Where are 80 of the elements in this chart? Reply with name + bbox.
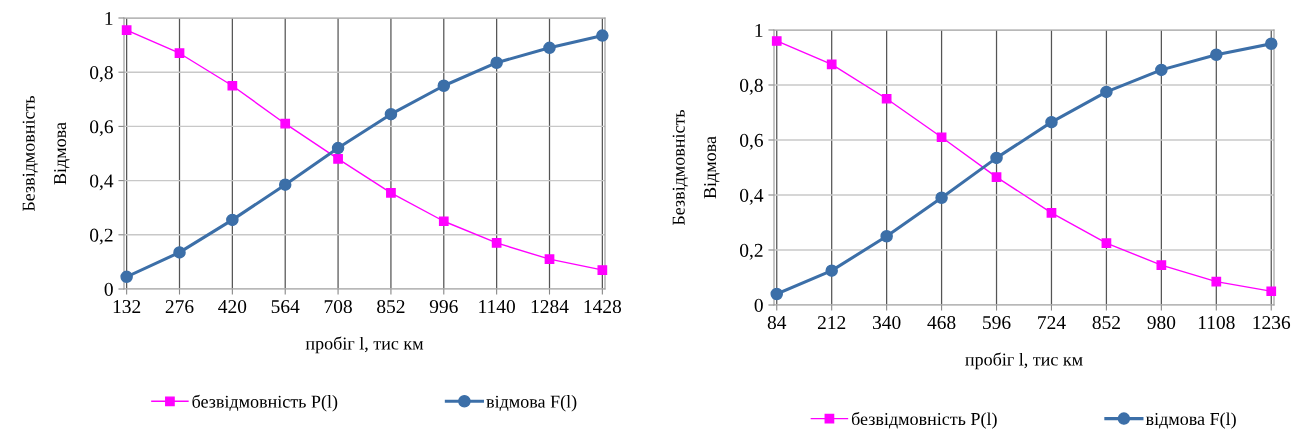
point (1211, 276, 1222, 287)
x-tick-label: 596 (983, 316, 1011, 330)
point (596, 29, 609, 42)
x-tick-label: 980 (1147, 315, 1176, 330)
y-tick-label: 0 (104, 282, 113, 296)
y-tick-label: 0,8 (740, 78, 763, 95)
point (1155, 63, 1168, 77)
point (991, 172, 1002, 182)
legend-label: відмова F(l) (486, 395, 577, 412)
y-tick-label: 0,6 (740, 133, 763, 150)
x-axis-title: пробіг l, тис км (305, 336, 424, 354)
x-tick-label: 996 (429, 300, 458, 314)
point (333, 154, 343, 164)
point (1101, 238, 1112, 248)
point (544, 254, 555, 265)
x-tick-label: 724 (1038, 316, 1066, 329)
y-axis-title: Безвідмовність Відмова (672, 109, 720, 226)
x-tick-label: 852 (1092, 315, 1120, 330)
point (990, 151, 1003, 165)
point (386, 187, 396, 198)
point (438, 216, 449, 227)
point (490, 56, 503, 69)
legend-label: відмова F(l) (1145, 412, 1236, 429)
point (825, 264, 838, 277)
y-tick-label: 1 (105, 11, 113, 25)
x-tick-label: 212 (817, 316, 846, 329)
y-tick-label: 0,2 (740, 243, 763, 260)
point (936, 132, 947, 143)
x-tick-label: 708 (324, 299, 352, 314)
x-tick-label: 340 (872, 315, 901, 330)
point (331, 141, 345, 155)
point (1100, 85, 1113, 99)
point (1045, 115, 1058, 129)
point (226, 213, 239, 227)
x-tick-label: 276 (165, 300, 194, 314)
x-tick-label: 1108 (1198, 315, 1235, 330)
point (1046, 208, 1057, 218)
x-tick-label: 1428 (584, 299, 622, 314)
point (227, 80, 238, 91)
point (826, 59, 837, 70)
x-tick-label: 1236 (1253, 316, 1291, 330)
point (770, 287, 783, 301)
x-tick-label: 84 (767, 315, 787, 330)
point (771, 36, 782, 46)
point (278, 178, 292, 191)
point (881, 93, 892, 104)
y-tick-label: 0,2 (90, 228, 113, 245)
y-tick-label: 0,4 (90, 174, 114, 191)
point (880, 229, 893, 243)
point (280, 118, 291, 129)
point (1156, 260, 1167, 270)
point (121, 25, 132, 36)
x-tick-label: 852 (377, 299, 405, 314)
point (543, 41, 556, 55)
point (174, 48, 185, 59)
x-tick-label: 1284 (531, 299, 569, 314)
x-tick-label: 564 (271, 300, 300, 314)
legend-label: безвідмовність P(l) (851, 412, 997, 429)
y-tick-label: 0 (754, 298, 763, 312)
point (1210, 48, 1223, 62)
y-tick-label: 0,4 (740, 188, 764, 205)
point (935, 191, 948, 205)
x-tick-label: 420 (218, 299, 247, 314)
y-tick-label: 0,6 (90, 120, 113, 137)
x-tick-label: 1140 (479, 299, 515, 314)
point (1266, 286, 1277, 297)
point (384, 107, 398, 121)
x-axis-title: пробіг l, тис км (965, 352, 1083, 370)
point (491, 238, 502, 248)
x-tick-label: 132 (113, 300, 141, 314)
x-tick-label: 468 (927, 315, 956, 330)
y-axis-title: Безвідмовність Відмова (22, 95, 70, 212)
legend-label: безвідмовність P(l) (192, 394, 338, 412)
point (597, 265, 608, 275)
point (437, 79, 451, 93)
y-tick-label: 1 (755, 23, 763, 37)
point (120, 270, 133, 284)
y-tick-label: 0,8 (90, 66, 113, 82)
point (1265, 37, 1278, 51)
point (173, 246, 186, 259)
